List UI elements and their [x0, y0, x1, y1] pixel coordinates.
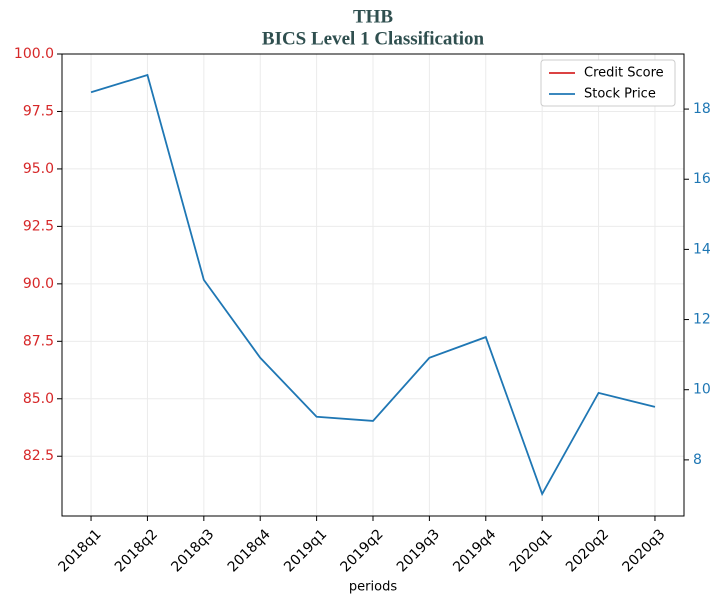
- x-tick-label: 2019q1: [281, 526, 330, 575]
- plot-frame: [61, 53, 685, 517]
- y-tick-label: 85.0: [23, 391, 54, 407]
- series-line: [90, 73, 656, 497]
- y-tick-label: 95.0: [23, 161, 54, 177]
- y-tick-label: 82.5: [23, 448, 54, 464]
- y-tick-label: 97.5: [23, 103, 54, 119]
- y2-tick-label: 12: [693, 312, 711, 328]
- legend-label: Credit Score: [584, 66, 664, 81]
- x-tick-label: 2020q2: [563, 526, 612, 575]
- y-tick-label: 90.0: [23, 276, 54, 292]
- x-tick-label: 2018q4: [225, 526, 274, 575]
- y2-tick-label: 8: [693, 452, 702, 468]
- legend-label: Stock Price: [584, 87, 656, 102]
- x-tick-label: 2020q3: [619, 526, 668, 575]
- y2-tick-label: 10: [693, 382, 711, 398]
- x-tick-label: 2018q2: [112, 526, 161, 575]
- x-tick-label: 2018q1: [56, 526, 105, 575]
- x-tick-label: 2019q2: [338, 526, 387, 575]
- chart-title: THB: [353, 6, 393, 27]
- y2-tick-label: 14: [693, 241, 711, 257]
- x-tick-label: 2019q3: [394, 526, 443, 575]
- x-tick-label: 2020q1: [507, 526, 556, 575]
- y-tick-label: 100.0: [14, 46, 54, 62]
- x-tick-label: 2019q4: [450, 526, 499, 575]
- x-tick-label: 2018q3: [168, 526, 217, 575]
- y2-tick-label: 16: [693, 171, 711, 187]
- x-axis-label: periods: [349, 580, 397, 595]
- y-tick-label: 87.5: [23, 333, 54, 349]
- y2-tick-label: 18: [693, 101, 711, 117]
- y-tick-label: 92.5: [23, 218, 54, 234]
- chart-subtitle: BICS Level 1 Classification: [262, 28, 485, 49]
